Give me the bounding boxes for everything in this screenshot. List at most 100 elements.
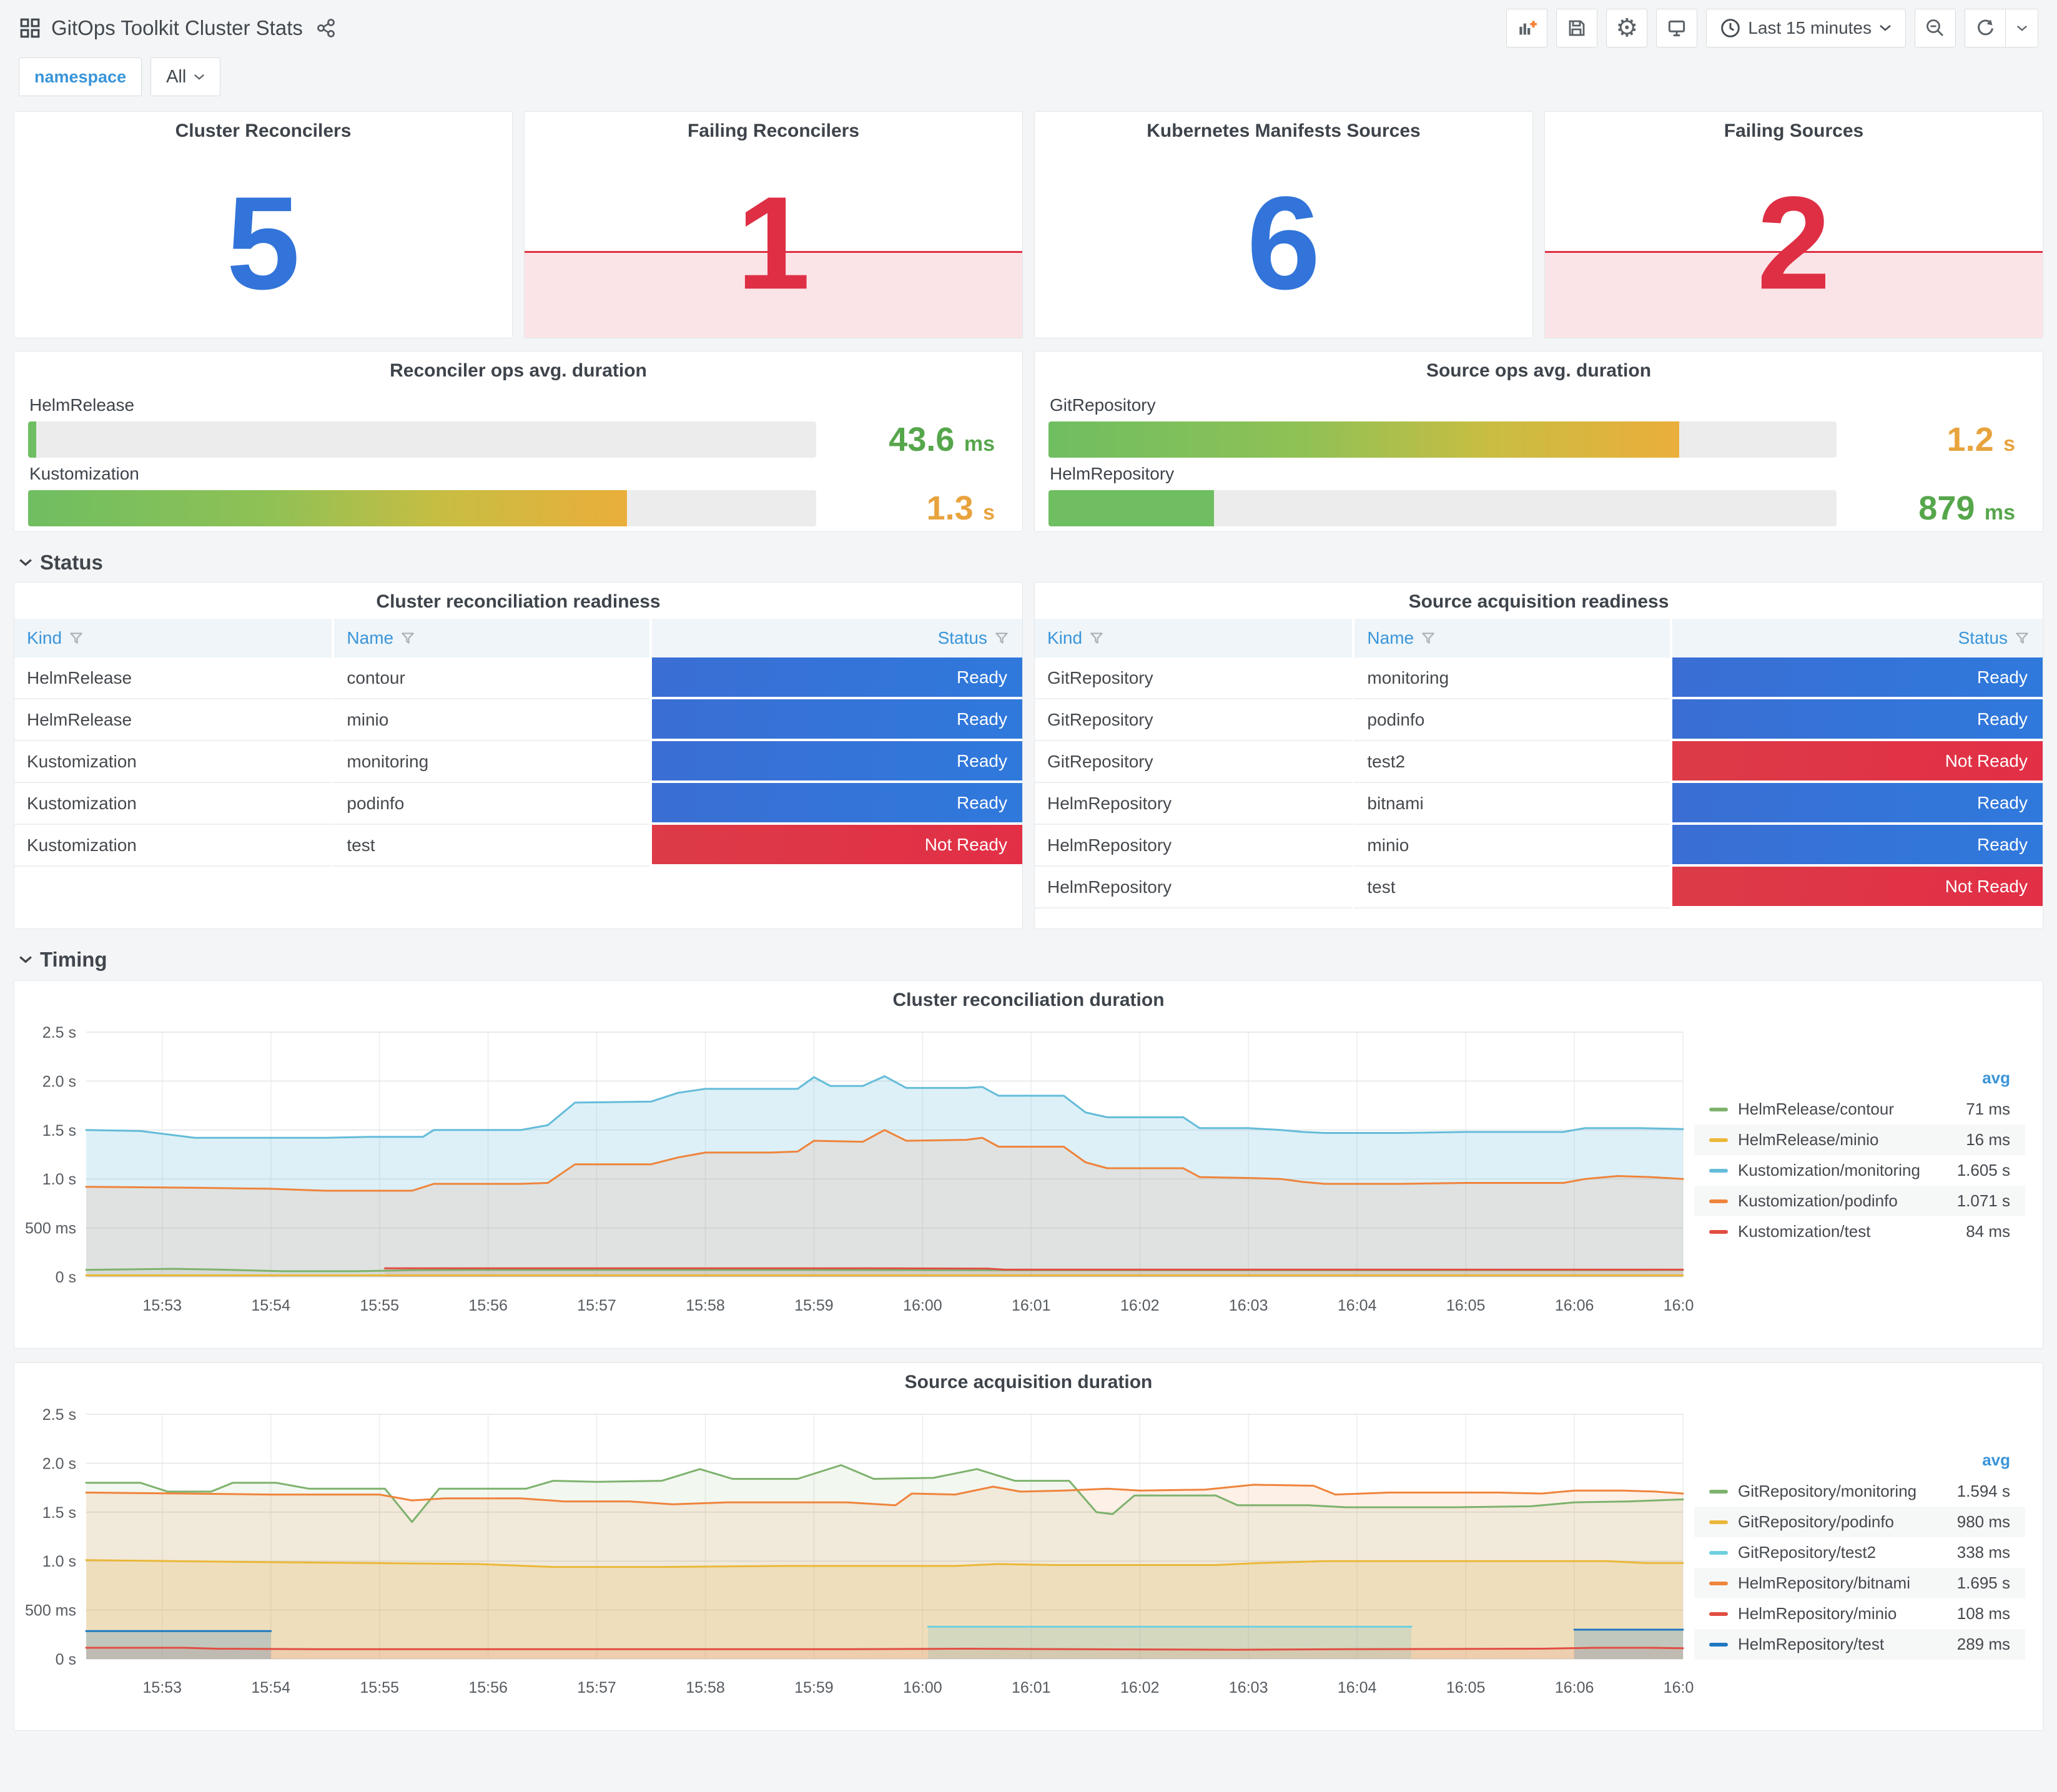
filter-funnel-icon[interactable]: [1088, 630, 1105, 646]
series-name: HelmRepository/bitnami: [1738, 1573, 1910, 1592]
share-icon[interactable]: [315, 17, 337, 39]
series-area: [86, 1076, 1683, 1277]
column-header-name[interactable]: Name: [332, 619, 649, 657]
legend-item[interactable]: GitRepository/monitoring 1.594 s: [1694, 1476, 2025, 1507]
panel-source-acquisition-duration: Source acquisition duration 0 s 500 ms 1.0…: [14, 1362, 2043, 1731]
svg-text:15:58: 15:58: [686, 1297, 725, 1314]
dashboard-settings-button[interactable]: ⚙: [1606, 9, 1648, 47]
refresh-icon: [1978, 19, 1993, 36]
svg-text:16:06: 16:06: [1555, 1297, 1594, 1314]
cell-name: monitoring: [332, 741, 649, 783]
refresh-button[interactable]: [1965, 9, 2006, 47]
panel-title[interactable]: Failing Reconcilers: [687, 121, 860, 141]
table-row: GitRepository test2 Not Ready: [1035, 741, 2043, 783]
series-avg-value: 1.605 s: [1956, 1161, 2010, 1179]
gauge-bar: [28, 490, 628, 526]
stat-sparkline-area: [525, 250, 1022, 338]
status-tables-row: Cluster reconciliation readiness Kind Nam…: [14, 582, 2043, 929]
status-badge: Not Ready: [649, 825, 1022, 867]
zoom-out-button[interactable]: [1915, 9, 1956, 47]
panel-title[interactable]: Source acquisition duration: [904, 1372, 1153, 1392]
legend-item[interactable]: HelmRelease/contour 71 ms: [1694, 1094, 2025, 1125]
table-row: HelmRepository bitnami Ready: [1035, 783, 2043, 825]
panel-title[interactable]: Failing Sources: [1724, 121, 1864, 141]
stat-sparkline-area: [1545, 250, 2043, 338]
panel-reconciler-ops-duration: Reconciler ops avg. duration HelmRelease…: [14, 351, 1023, 532]
legend-item[interactable]: HelmRepository/test 289 ms: [1694, 1629, 2025, 1660]
gauge-row-helmrepository: HelmRepository 879 ms: [1048, 464, 2024, 528]
time-range-picker[interactable]: Last 15 minutes: [1706, 9, 1906, 47]
cycle-view-button[interactable]: [1656, 9, 1698, 47]
chevron-down-icon: [1880, 25, 1891, 31]
legend-item[interactable]: HelmRelease/minio 16 ms: [1694, 1125, 2025, 1155]
series-color-swatch: [1709, 1550, 1728, 1555]
filter-funnel-icon[interactable]: [1420, 630, 1436, 646]
save-dashboard-button[interactable]: [1556, 9, 1598, 47]
gauge-track: [28, 490, 816, 526]
cell-name: test: [1352, 867, 1670, 908]
gauge-value: 1.2 s: [1946, 421, 2015, 458]
gauge-value: 1.3 s: [926, 490, 995, 527]
gauge-track: [28, 421, 816, 458]
svg-text:15:55: 15:55: [360, 1679, 399, 1696]
save-icon: [1569, 20, 1585, 36]
refresh-interval-button[interactable]: [2006, 9, 2038, 47]
filter-funnel-icon[interactable]: [994, 630, 1010, 646]
legend-item[interactable]: Kustomization/monitoring 1.605 s: [1694, 1155, 2025, 1186]
svg-text:16:02: 16:02: [1120, 1679, 1160, 1696]
section-header-timing[interactable]: Timing: [19, 948, 2043, 972]
table-row: HelmRepository minio Ready: [1035, 825, 2043, 867]
legend-item[interactable]: GitRepository/podinfo 980 ms: [1694, 1507, 2025, 1537]
cell-name: monitoring: [1352, 657, 1670, 699]
gauge-bar: [1048, 490, 1215, 526]
legend-item[interactable]: HelmRepository/minio 108 ms: [1694, 1598, 2025, 1629]
legend-item[interactable]: GitRepository/test2 338 ms: [1694, 1537, 2025, 1568]
filter-funnel-icon[interactable]: [400, 630, 416, 646]
series-avg-value: 338 ms: [1956, 1543, 2010, 1562]
svg-text:16:07: 16:07: [1664, 1297, 1694, 1314]
monitor-icon: [1669, 20, 1685, 37]
legend-avg-header[interactable]: avg: [1982, 1068, 2010, 1087]
legend-avg-header[interactable]: avg: [1982, 1450, 2010, 1469]
namespace-filter-dropdown[interactable]: All: [150, 57, 221, 96]
gauge-track: [1048, 490, 1837, 526]
legend-item[interactable]: HelmRepository/bitnami 1.695 s: [1694, 1568, 2025, 1598]
panel-title[interactable]: Cluster reconciliation duration: [892, 990, 1165, 1010]
panel-title[interactable]: Cluster Reconcilers: [175, 121, 352, 141]
namespace-filter-label[interactable]: namespace: [19, 57, 142, 96]
column-header-kind[interactable]: Kind: [14, 619, 332, 657]
cell-name: minio: [332, 699, 649, 741]
panel-title[interactable]: Reconciler ops avg. duration: [390, 360, 647, 381]
add-panel-button[interactable]: [1506, 9, 1548, 47]
table-row: HelmRelease minio Ready: [14, 699, 1022, 741]
column-header-status[interactable]: Status: [1669, 619, 2043, 657]
table-header-row: Kind Name Status: [14, 619, 1022, 657]
filter-funnel-icon[interactable]: [2014, 630, 2030, 646]
series-name: HelmRelease/contour: [1738, 1100, 1895, 1118]
series-name: Kustomization/monitoring: [1738, 1161, 1920, 1179]
gauges-row: Reconciler ops avg. duration HelmRelease…: [14, 351, 2043, 532]
cell-name: podinfo: [1352, 699, 1670, 741]
template-variables-row: namespace All: [19, 57, 2043, 96]
gauge-label: GitRepository: [1050, 395, 1156, 415]
timeseries-chart[interactable]: 0 s 500 ms 1.0 s 1.5 s 2.0 s 2.5 s 15:53 15:54 1…: [14, 1393, 1694, 1729]
series-avg-value: 289 ms: [1956, 1635, 2010, 1653]
table-row: GitRepository podinfo Ready: [1035, 699, 2043, 741]
legend-item[interactable]: Kustomization/podinfo 1.071 s: [1694, 1186, 2025, 1216]
section-header-status[interactable]: Status: [19, 551, 2043, 574]
panel-title[interactable]: Kubernetes Manifests Sources: [1147, 121, 1421, 141]
panel-title[interactable]: Source ops avg. duration: [1426, 360, 1652, 381]
stats-row: Cluster Reconcilers 5 Failing Reconciler…: [14, 111, 2043, 338]
column-header-kind[interactable]: Kind: [1035, 619, 1353, 657]
timeseries-chart[interactable]: 0 s 500 ms 1.0 s 1.5 s 2.0 s 2.5 s 15:53 15:54 1…: [14, 1011, 1694, 1347]
filter-funnel-icon[interactable]: [68, 630, 84, 646]
legend-item[interactable]: Kustomization/test 84 ms: [1694, 1216, 2025, 1247]
svg-text:16:05: 16:05: [1446, 1679, 1486, 1696]
panel-title[interactable]: Source acquisition readiness: [1408, 591, 1669, 612]
panel-title[interactable]: Cluster reconciliation readiness: [376, 591, 661, 612]
column-header-name[interactable]: Name: [1352, 619, 1670, 657]
svg-text:16:05: 16:05: [1446, 1297, 1486, 1314]
column-header-status[interactable]: Status: [649, 619, 1022, 657]
series-line: [85, 1075, 1684, 1139]
dashboard-grid-icon[interactable]: [19, 17, 41, 39]
